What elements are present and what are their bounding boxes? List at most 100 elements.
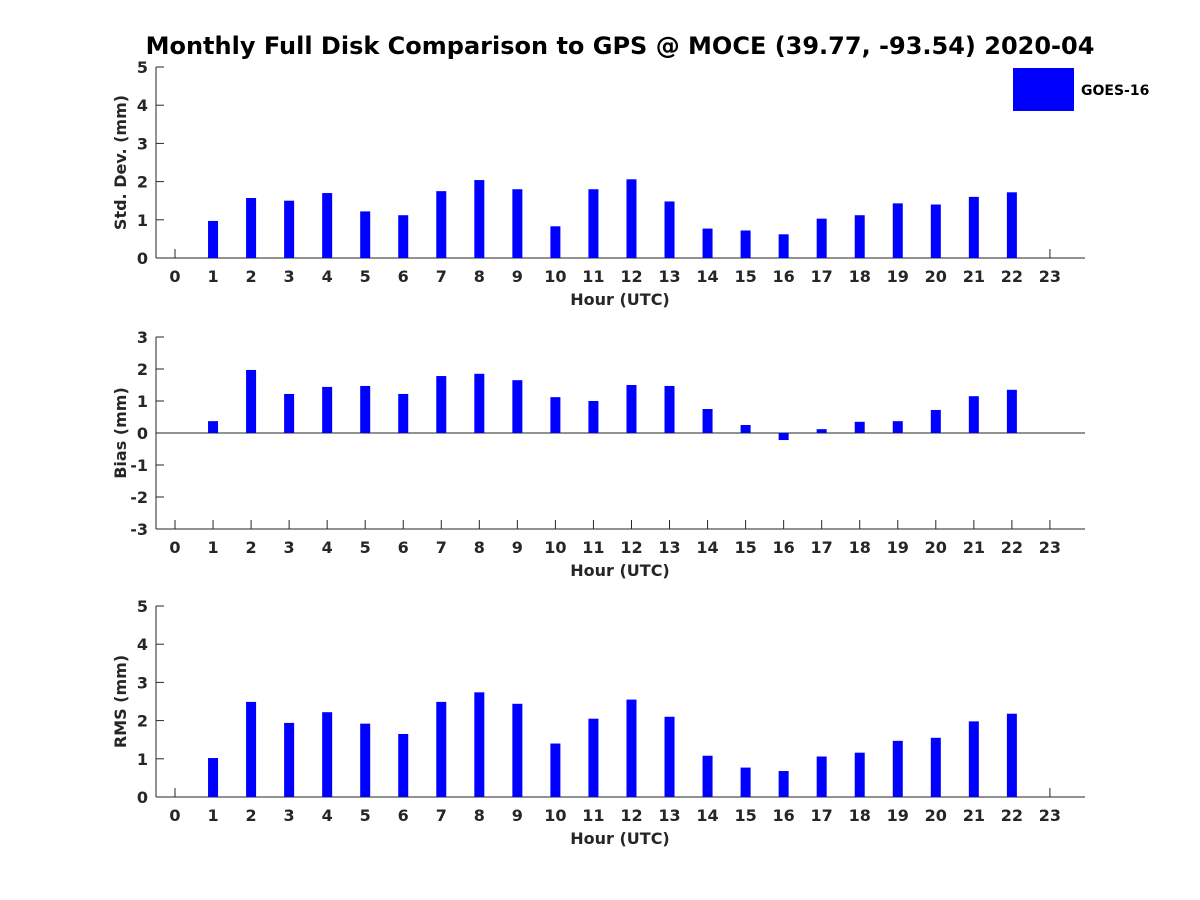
bar-hour-12 bbox=[626, 179, 637, 258]
y-tick-label: 3 bbox=[137, 134, 148, 153]
x-tick-label: 15 bbox=[734, 538, 756, 557]
bar-hour-1 bbox=[208, 758, 219, 797]
x-tick-label: 2 bbox=[246, 538, 257, 557]
x-tick-label: 15 bbox=[734, 267, 756, 286]
bar-hour-9 bbox=[512, 703, 523, 797]
x-tick-label: 5 bbox=[360, 806, 371, 825]
x-tick-label: 0 bbox=[169, 267, 180, 286]
x-tick-label: 3 bbox=[284, 538, 295, 557]
bar-hour-5 bbox=[360, 723, 371, 797]
y-tick-label: 0 bbox=[137, 788, 148, 807]
bar-hour-14 bbox=[702, 228, 713, 258]
y-axis-label: Std. Dev. (mm) bbox=[111, 95, 130, 230]
y-axis-label: Bias (mm) bbox=[111, 387, 130, 479]
bar-hour-16 bbox=[778, 433, 789, 441]
x-tick-label: 7 bbox=[436, 538, 447, 557]
x-tick-label: 11 bbox=[582, 806, 604, 825]
bar-hour-10 bbox=[550, 226, 561, 258]
bar-hour-7 bbox=[436, 701, 447, 797]
bar-hour-20 bbox=[930, 204, 941, 258]
y-tick-label: 4 bbox=[137, 635, 148, 654]
x-tick-label: 18 bbox=[849, 806, 871, 825]
x-tick-label: 7 bbox=[436, 267, 447, 286]
bar-hour-21 bbox=[968, 721, 979, 797]
x-axis-label: Hour (UTC) bbox=[570, 290, 670, 309]
bar-hour-1 bbox=[208, 220, 219, 258]
bar-hour-8 bbox=[474, 692, 485, 797]
x-tick-label: 6 bbox=[398, 538, 409, 557]
bar-hour-10 bbox=[550, 743, 561, 797]
x-tick-label: 1 bbox=[207, 538, 218, 557]
x-tick-label: 20 bbox=[925, 806, 947, 825]
x-tick-label: 1 bbox=[207, 267, 218, 286]
x-tick-label: 17 bbox=[811, 538, 833, 557]
bar-hour-17 bbox=[816, 756, 827, 797]
x-tick-label: 9 bbox=[512, 806, 523, 825]
x-tick-label: 8 bbox=[474, 267, 485, 286]
bar-hour-7 bbox=[436, 191, 447, 258]
bar-hour-3 bbox=[284, 722, 295, 797]
y-tick-label: 1 bbox=[137, 211, 148, 230]
bar-hour-4 bbox=[322, 193, 333, 258]
x-tick-label: 14 bbox=[696, 538, 718, 557]
y-tick-label: 2 bbox=[137, 360, 148, 379]
y-tick-label: -3 bbox=[130, 520, 148, 539]
y-tick-label: -1 bbox=[130, 456, 148, 475]
y-tick-label: -2 bbox=[130, 488, 148, 507]
x-tick-label: 21 bbox=[963, 538, 985, 557]
x-tick-label: 23 bbox=[1039, 806, 1061, 825]
bar-hour-15 bbox=[740, 767, 751, 797]
bar-hour-18 bbox=[854, 215, 865, 258]
x-tick-label: 2 bbox=[246, 267, 257, 286]
bar-hour-5 bbox=[360, 211, 371, 258]
x-tick-label: 16 bbox=[773, 538, 795, 557]
x-tick-label: 17 bbox=[811, 267, 833, 286]
x-tick-label: 18 bbox=[849, 267, 871, 286]
bar-hour-21 bbox=[968, 196, 979, 258]
bar-hour-6 bbox=[398, 733, 409, 797]
bar-hour-20 bbox=[930, 409, 941, 433]
y-tick-label: 3 bbox=[137, 328, 148, 347]
y-tick-label: 1 bbox=[137, 392, 148, 411]
x-tick-label: 21 bbox=[963, 267, 985, 286]
bar-hour-6 bbox=[398, 393, 409, 433]
y-tick-label: 0 bbox=[137, 249, 148, 268]
bar-hour-19 bbox=[892, 421, 903, 433]
bar-hour-3 bbox=[284, 393, 295, 433]
bar-hour-17 bbox=[816, 218, 827, 258]
x-tick-label: 8 bbox=[474, 538, 485, 557]
y-tick-label: 2 bbox=[137, 173, 148, 192]
x-tick-label: 5 bbox=[360, 538, 371, 557]
x-tick-label: 16 bbox=[773, 267, 795, 286]
bar-hour-12 bbox=[626, 385, 637, 433]
x-tick-label: 6 bbox=[398, 267, 409, 286]
bar-hour-9 bbox=[512, 189, 523, 258]
bar-hour-8 bbox=[474, 180, 485, 258]
x-tick-label: 23 bbox=[1039, 538, 1061, 557]
y-tick-label: 5 bbox=[137, 58, 148, 77]
bar-hour-7 bbox=[436, 376, 447, 433]
x-tick-label: 9 bbox=[512, 538, 523, 557]
bar-hour-12 bbox=[626, 699, 637, 797]
bar-hour-4 bbox=[322, 712, 333, 797]
bar-hour-22 bbox=[1006, 389, 1017, 433]
bar-hour-6 bbox=[398, 215, 409, 258]
x-tick-label: 10 bbox=[544, 806, 566, 825]
x-tick-label: 15 bbox=[734, 806, 756, 825]
x-tick-label: 16 bbox=[773, 806, 795, 825]
x-tick-label: 14 bbox=[696, 267, 718, 286]
bar-hour-19 bbox=[892, 203, 903, 258]
x-tick-label: 19 bbox=[887, 267, 909, 286]
bar-hour-2 bbox=[246, 198, 257, 258]
x-tick-label: 11 bbox=[582, 538, 604, 557]
y-tick-label: 5 bbox=[137, 597, 148, 616]
bar-hour-21 bbox=[968, 396, 979, 433]
bar-hour-17 bbox=[816, 429, 827, 433]
x-tick-label: 23 bbox=[1039, 267, 1061, 286]
x-tick-label: 13 bbox=[658, 267, 680, 286]
x-tick-label: 22 bbox=[1001, 538, 1023, 557]
bar-hour-2 bbox=[246, 701, 257, 797]
bar-hour-13 bbox=[664, 385, 675, 433]
